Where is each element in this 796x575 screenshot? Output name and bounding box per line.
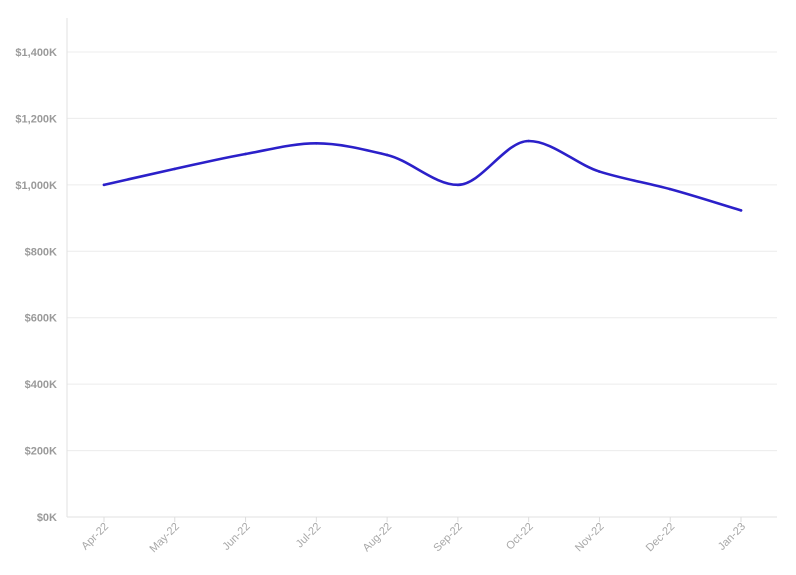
- y-tick-label: $1,000K: [15, 180, 57, 192]
- y-tick-label: $600K: [25, 313, 57, 325]
- data-point: [244, 152, 247, 156]
- y-tick-label: $400K: [25, 379, 57, 391]
- y-axis-tick-labels: $0K $200K $400K $600K $800K $1,000K $1,200K $1,…: [15, 47, 57, 524]
- x-tick-label: Nov-22: [573, 521, 607, 555]
- x-tick-label: Sep-22: [431, 521, 465, 555]
- x-tick-label: Dec-22: [644, 521, 678, 555]
- series-line-0: [102, 139, 743, 212]
- x-tick-label: Apr-22: [79, 521, 111, 553]
- x-tick-label: May-22: [147, 521, 181, 555]
- y-tick-label: $1,400K: [15, 47, 57, 59]
- data-point: [456, 183, 460, 187]
- gridlines: [67, 51, 777, 452]
- data-point: [173, 167, 177, 171]
- data-point: [527, 139, 530, 143]
- data-point: [598, 170, 601, 173]
- x-tick-label: Jun-22: [220, 521, 252, 553]
- x-tick-label: Aug-22: [361, 521, 395, 555]
- y-tick-label: $800K: [25, 246, 57, 258]
- data-point: [385, 153, 389, 157]
- data-point: [102, 183, 106, 187]
- x-tick-label: Jul-22: [294, 521, 324, 551]
- x-tick-label: Jan-23: [716, 521, 748, 553]
- x-axis-tick-labels: Apr-22 May-22 Jun-22 Jul-22 Aug-22 Sep-22 Oct-…: [79, 521, 748, 555]
- y-tick-label: $0K: [37, 512, 57, 524]
- axes: [66, 18, 777, 522]
- series: [102, 139, 743, 212]
- data-point: [668, 187, 672, 191]
- data-point: [315, 142, 318, 145]
- data-point: [739, 209, 743, 212]
- y-tick-label: $1,200K: [15, 113, 57, 125]
- x-tick-label: Oct-22: [504, 521, 536, 553]
- y-tick-label: $200K: [25, 446, 57, 458]
